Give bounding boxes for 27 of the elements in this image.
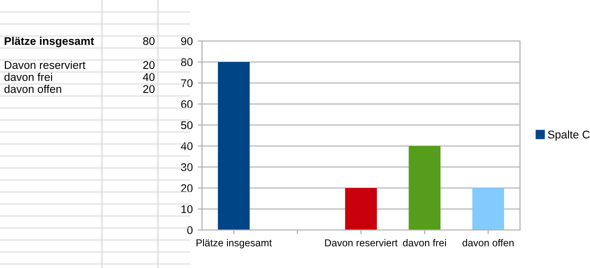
bar [345, 188, 377, 230]
y-tick-label: 40 [180, 142, 193, 150]
legend-label: Spalte C [548, 130, 590, 141]
y-tick-label: 70 [181, 79, 193, 88]
x-tick-label: davon frei [403, 239, 446, 246]
y-tick-label: 0 [187, 226, 193, 234]
y-tick-label: 10 [181, 205, 193, 214]
y-tick-label: 90 [181, 37, 193, 46]
text: 20 [143, 85, 155, 93]
bar [472, 188, 504, 230]
x-tick-label: Plätze insgesamt [196, 239, 272, 248]
y-tick-label: 50 [181, 121, 193, 130]
text: davon offen [4, 84, 62, 93]
x-tick-label: davon offen [462, 239, 514, 246]
x-tick-label: Davon reserviert [325, 239, 398, 246]
text: davon frei [4, 72, 52, 81]
y-tick-label: 60 [181, 100, 193, 108]
y-tick-label: 80 [181, 58, 193, 66]
text: 20 [143, 61, 155, 69]
bar [408, 146, 440, 230]
text: Davon reserviert [4, 60, 86, 69]
text: 80 [143, 37, 155, 45]
text: Plätze insgesamt [4, 36, 94, 48]
bar [218, 62, 250, 230]
y-tick-label: 20 [181, 184, 193, 192]
y-tick-label: 30 [181, 163, 193, 172]
text: 40 [142, 73, 155, 81]
